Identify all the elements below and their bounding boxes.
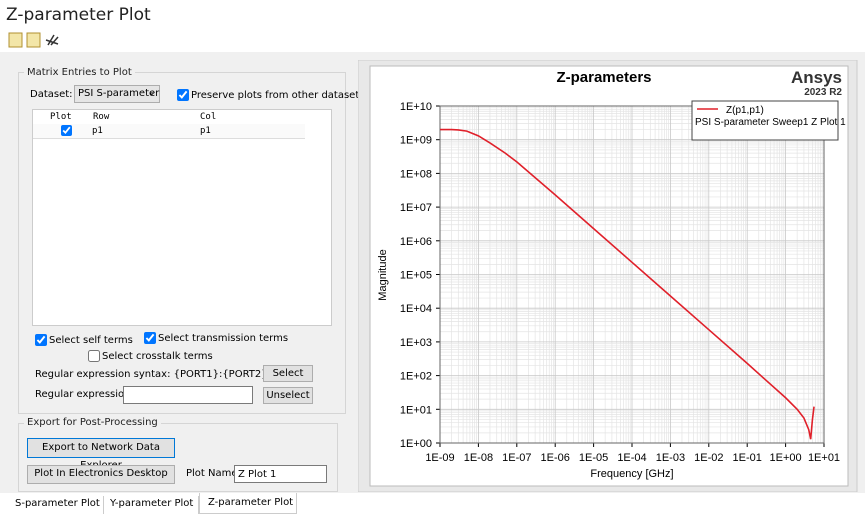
plot-name-input[interactable] [234,465,327,483]
y-tick-label: 1E+09 [400,135,432,147]
x-tick-label: 1E+00 [770,452,802,464]
x-tick-label: 1E-04 [617,452,646,464]
table-header: Col [200,112,217,122]
tab[interactable]: Y-parameter Plot [104,496,199,514]
x-tick-label: 1E-03 [656,452,685,464]
y-tick-label: 1E+06 [400,236,432,248]
export-group [18,423,338,492]
row-cell: p1 [92,126,103,136]
plot-name-label: Plot Name: [186,468,241,479]
x-axis-label: Frequency [GHz] [590,468,673,480]
self-label: Select self terms [49,335,133,346]
window-title: Z-parameter Plot [6,5,151,25]
legend-label: Z(p1,p1) [726,105,764,116]
chart: Z-parameters Ansys 2023 R2 Frequency [GH… [358,60,858,492]
y-tick-label: 1E+03 [400,337,432,349]
chart-title: Z-parameters [556,69,651,86]
table-header: Plot [50,112,72,122]
toolbar-icons[interactable] [8,32,63,48]
regex-input[interactable] [123,386,253,404]
y-tick-label: 1E+08 [400,168,432,180]
preserve-label: Preserve plots from other datasets [191,90,365,101]
matrix-group [18,72,346,414]
select-button[interactable]: Select [263,365,313,382]
self-checkbox[interactable] [35,334,47,346]
y-axis-label: Magnitude [377,249,389,300]
table-header: Row [93,112,110,122]
brand: Ansys [791,68,842,87]
crosstalk-checkbox[interactable] [88,350,100,362]
plot-border [439,105,825,444]
y-tick-label: 1E+01 [400,404,432,416]
toolbar [8,32,63,48]
y-tick-label: 1E+04 [400,303,432,315]
y-tick-label: 1E+07 [400,202,432,214]
dataset-value: PSI S-parameter [78,88,160,99]
tab-label: Y-parameter Plot [110,498,194,509]
x-tick-label: 1E-02 [694,452,723,464]
x-tick-label: 1E+01 [808,452,840,464]
transmission-label: Select transmission terms [158,333,289,344]
y-tick-label: 1E+05 [400,270,432,282]
preserve-checkbox[interactable] [177,89,189,101]
x-tick-label: 1E-07 [502,452,531,464]
series-line [440,128,815,440]
tab[interactable]: S-parameter Plot [9,496,104,514]
export-button[interactable]: Export to Network Data Explorer [27,438,175,471]
regex-syntax: Regular expression syntax: {PORT1}:{PORT… [35,369,268,380]
transmission-checkbox[interactable] [144,332,156,344]
x-tick-label: 1E-09 [425,452,454,464]
y-tick-label: 1E+02 [400,371,432,383]
dataset-select[interactable]: PSI S-parameter ⌄ [74,85,160,103]
group-title: Export for Post-Processing [24,417,161,428]
x-tick-label: 1E-01 [733,452,762,464]
regex-label: Regular expression: [35,389,134,400]
unselect-button[interactable]: Unselect [263,387,313,404]
x-tick-label: 1E-06 [541,452,570,464]
row-checkbox[interactable] [61,125,72,136]
crosstalk-label: Select crosstalk terms [102,351,213,362]
x-tick-label: 1E-05 [579,452,608,464]
tab-label: Z-parameter Plot [208,497,294,508]
x-tick-label: 1E-08 [464,452,493,464]
y-tick-label: 1E+10 [400,101,432,113]
col-cell: p1 [200,126,211,136]
legend-subtitle: PSI S-parameter Sweep1 Z Plot 1 [695,117,846,128]
group-title: Matrix Entries to Plot [24,67,135,78]
tab-label: S-parameter Plot [15,498,100,509]
dataset-label: Dataset: [30,89,73,100]
table-row[interactable] [33,124,305,139]
version: 2023 R2 [804,87,842,98]
tab-active[interactable]: Z-parameter Plot [199,493,297,514]
entries-table [32,109,332,326]
plot-button[interactable]: Plot In Electronics Desktop [27,465,175,484]
y-tick-label: 1E+00 [400,438,432,450]
legend-box [691,100,839,141]
